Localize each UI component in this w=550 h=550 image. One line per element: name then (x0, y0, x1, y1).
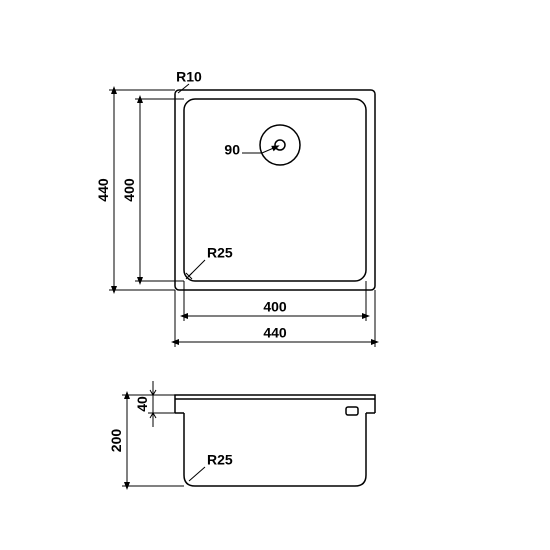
svg-text:400: 400 (121, 178, 137, 202)
svg-text:40: 40 (134, 396, 150, 412)
svg-text:440: 440 (263, 325, 287, 341)
svg-text:440: 440 (95, 178, 111, 202)
svg-text:200: 200 (108, 429, 124, 453)
svg-text:90: 90 (224, 142, 240, 158)
svg-text:R25: R25 (207, 452, 233, 468)
svg-text:400: 400 (263, 299, 287, 315)
svg-text:R10: R10 (176, 69, 202, 85)
technical-drawing: R10 90 R25 400 440 400 440 R25 40 200 (0, 0, 550, 550)
svg-text:R25: R25 (207, 245, 233, 261)
